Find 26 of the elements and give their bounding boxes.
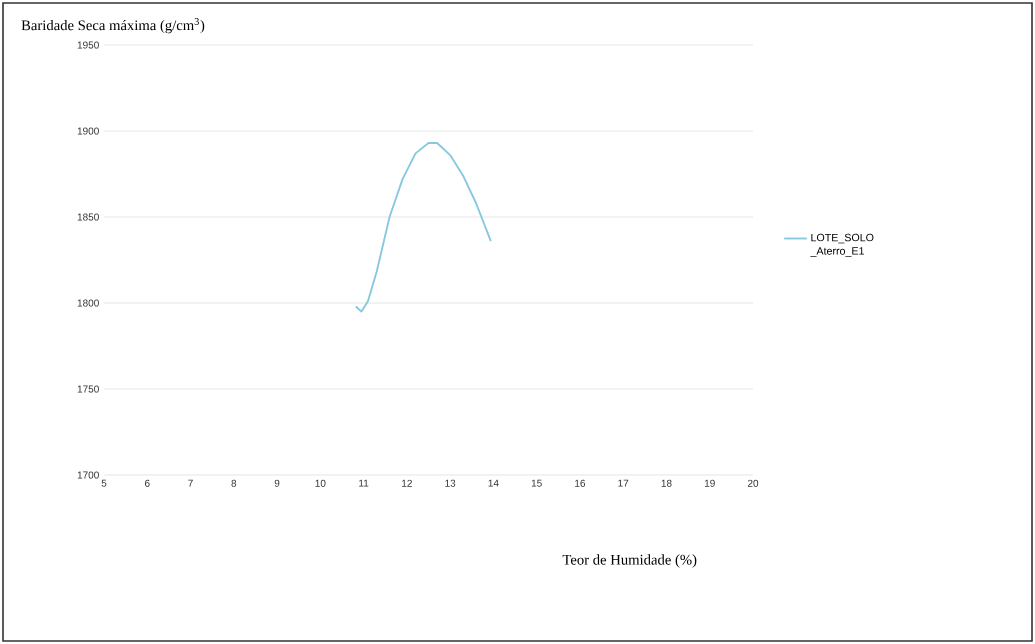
y-tick-label: 1700	[77, 471, 99, 479]
x-tick-label: 8	[231, 479, 237, 487]
y-tick-label: 1750	[77, 385, 99, 393]
x-tick-label: 12	[402, 479, 412, 487]
x-tick-label: 15	[531, 479, 542, 487]
x-tick-label: 9	[274, 479, 280, 487]
y-tick-label: 1900	[77, 127, 99, 135]
x-tick-label: 7	[188, 479, 193, 487]
x-tick-label: 19	[704, 479, 715, 487]
y-axis-title: Baridade Seca máxima (g/cm$^{3}$)	[21, 18, 205, 34]
y-tick-label: 1850	[77, 213, 99, 221]
x-tick-label: 11	[359, 479, 369, 487]
x-tick-label: 17	[618, 479, 629, 487]
x-tick-label: 18	[661, 479, 672, 487]
x-axis-title: Teor de Humidade (%)	[562, 554, 697, 568]
y-tick-label: 1950	[77, 41, 99, 49]
x-tick-label: 10	[315, 479, 326, 487]
line-series	[354, 142, 492, 313]
x-tick-label: 16	[575, 479, 586, 487]
x-tick-label: 20	[747, 479, 759, 487]
y-tick-label: 1800	[77, 299, 99, 307]
x-tick-label: 5	[101, 479, 107, 487]
x-tick-label: 6	[144, 479, 150, 487]
legend-label: LOTE_SOLO _Aterro_E1	[810, 233, 874, 257]
x-tick-label: 13	[445, 479, 456, 487]
x-tick-label: 14	[488, 479, 499, 487]
